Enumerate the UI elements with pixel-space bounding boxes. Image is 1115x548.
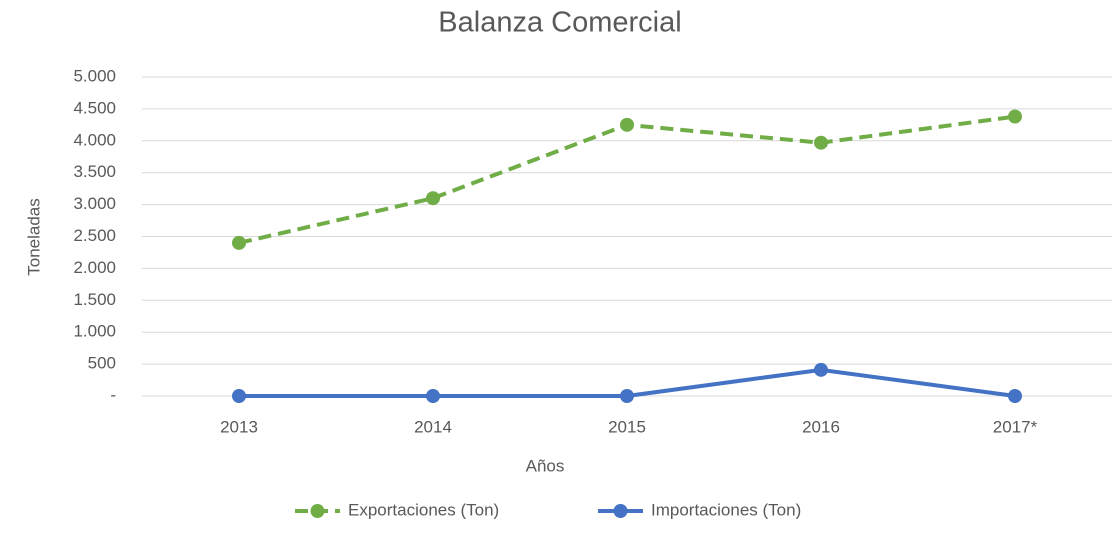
data-point <box>232 235 246 250</box>
data-point <box>232 389 246 403</box>
y-tick-label: 2.500 <box>73 226 116 245</box>
y-tick-label: 5.000 <box>73 66 116 85</box>
data-point <box>426 389 440 403</box>
y-tick-label: 3.500 <box>73 162 116 181</box>
x-axis-title: Años <box>526 456 565 475</box>
x-tick-label: 2016 <box>802 417 840 436</box>
y-tick-label: 500 <box>88 354 116 373</box>
x-tick-label: 2015 <box>608 417 646 436</box>
series-line <box>238 114 1016 245</box>
data-point <box>814 135 828 150</box>
legend-marker <box>310 504 325 518</box>
data-point <box>620 389 634 403</box>
legend-marker <box>613 504 628 518</box>
y-tick-label: 4.500 <box>73 98 116 117</box>
data-point <box>620 117 634 132</box>
x-tick-label: 2017* <box>993 417 1038 436</box>
y-tick-label: 2.000 <box>73 258 116 277</box>
y-tick-label: 1.000 <box>73 322 116 341</box>
y-tick-label: 4.000 <box>73 130 116 149</box>
y-axis-title: Toneladas <box>24 198 43 276</box>
chart-title: Balanza Comercial <box>438 7 681 39</box>
y-tick-label: - <box>110 385 116 404</box>
y-tick-label: 3.000 <box>73 194 116 213</box>
data-point <box>814 362 828 377</box>
legend-label: Importaciones (Ton) <box>651 500 801 519</box>
x-tick-label: 2014 <box>414 417 452 436</box>
y-tick-label: 1.500 <box>73 290 116 309</box>
data-point <box>426 191 440 206</box>
data-point <box>1008 109 1022 124</box>
x-tick-label: 2013 <box>220 417 258 436</box>
legend-label: Exportaciones (Ton) <box>348 500 499 519</box>
data-point <box>1008 389 1022 403</box>
